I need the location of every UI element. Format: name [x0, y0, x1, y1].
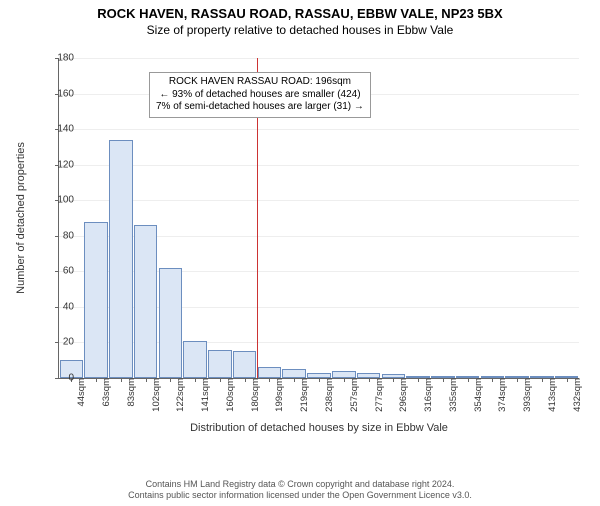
xtick-label: 257sqm	[347, 378, 360, 412]
xtick-label: 83sqm	[124, 378, 137, 407]
xtick-label: 199sqm	[272, 378, 285, 412]
xtick-label: 160sqm	[223, 378, 236, 412]
bar	[109, 140, 133, 378]
xtick-label: 102sqm	[149, 378, 162, 412]
xtick-label: 316sqm	[421, 378, 434, 412]
ytick-label: 160	[34, 88, 74, 99]
xtick-mark	[492, 378, 493, 382]
xtick-label: 238sqm	[322, 378, 335, 412]
xtick-mark	[542, 378, 543, 382]
xtick-mark	[443, 378, 444, 382]
footer-line2: Contains public sector information licen…	[0, 490, 600, 502]
annotation-line3: 7% of semi-detached houses are larger (3…	[156, 101, 364, 114]
xtick-mark	[344, 378, 345, 382]
annotation-line2: ← 93% of detached houses are smaller (42…	[156, 89, 364, 102]
bar	[134, 225, 158, 378]
xtick-mark	[517, 378, 518, 382]
ytick-label: 80	[34, 230, 74, 241]
ytick-label: 140	[34, 124, 74, 135]
xtick-label: 432sqm	[570, 378, 583, 412]
xtick-label: 393sqm	[520, 378, 533, 412]
xtick-label: 122sqm	[173, 378, 186, 412]
xtick-label: 277sqm	[372, 378, 385, 412]
page-title: ROCK HAVEN, RASSAU ROAD, RASSAU, EBBW VA…	[0, 6, 600, 21]
xtick-label: 180sqm	[248, 378, 261, 412]
y-axis-label: Number of detached properties	[15, 142, 27, 294]
footer-line1: Contains HM Land Registry data © Crown c…	[0, 479, 600, 491]
xtick-label: 63sqm	[99, 378, 112, 407]
xtick-mark	[220, 378, 221, 382]
xtick-mark	[245, 378, 246, 382]
xtick-label: 354sqm	[471, 378, 484, 412]
xtick-mark	[170, 378, 171, 382]
xtick-mark	[96, 378, 97, 382]
bar	[84, 222, 108, 378]
bar	[159, 268, 183, 378]
page-subtitle: Size of property relative to detached ho…	[0, 23, 600, 37]
xtick-label: 44sqm	[74, 378, 87, 407]
xtick-mark	[393, 378, 394, 382]
xtick-mark	[567, 378, 568, 382]
xtick-mark	[418, 378, 419, 382]
xtick-label: 374sqm	[495, 378, 508, 412]
bar	[183, 341, 207, 378]
bar	[208, 350, 232, 378]
xtick-mark	[468, 378, 469, 382]
plot-area: ROCK HAVEN RASSAU ROAD: 196sqm ← 93% of …	[58, 58, 579, 379]
bar	[282, 369, 306, 378]
xtick-label: 335sqm	[446, 378, 459, 412]
footer: Contains HM Land Registry data © Crown c…	[0, 479, 600, 502]
ytick-label: 180	[34, 53, 74, 64]
xtick-mark	[146, 378, 147, 382]
xtick-mark	[121, 378, 122, 382]
ytick-label: 0	[34, 373, 74, 384]
bar	[233, 351, 257, 378]
bar	[258, 367, 282, 378]
xtick-label: 141sqm	[198, 378, 211, 412]
ytick-label: 20	[34, 337, 74, 348]
xtick-mark	[269, 378, 270, 382]
xtick-label: 413sqm	[545, 378, 558, 412]
xtick-label: 296sqm	[396, 378, 409, 412]
annotation-box: ROCK HAVEN RASSAU ROAD: 196sqm ← 93% of …	[149, 72, 371, 118]
ytick-label: 40	[34, 301, 74, 312]
xtick-mark	[195, 378, 196, 382]
xtick-mark	[369, 378, 370, 382]
xtick-mark	[319, 378, 320, 382]
x-axis-label: Distribution of detached houses by size …	[190, 422, 448, 434]
ytick-label: 120	[34, 159, 74, 170]
ytick-label: 60	[34, 266, 74, 277]
histogram-chart: ROCK HAVEN RASSAU ROAD: 196sqm ← 93% of …	[0, 50, 600, 430]
ytick-label: 100	[34, 195, 74, 206]
xtick-mark	[294, 378, 295, 382]
xtick-label: 219sqm	[297, 378, 310, 412]
annotation-line1: ROCK HAVEN RASSAU ROAD: 196sqm	[156, 76, 364, 89]
